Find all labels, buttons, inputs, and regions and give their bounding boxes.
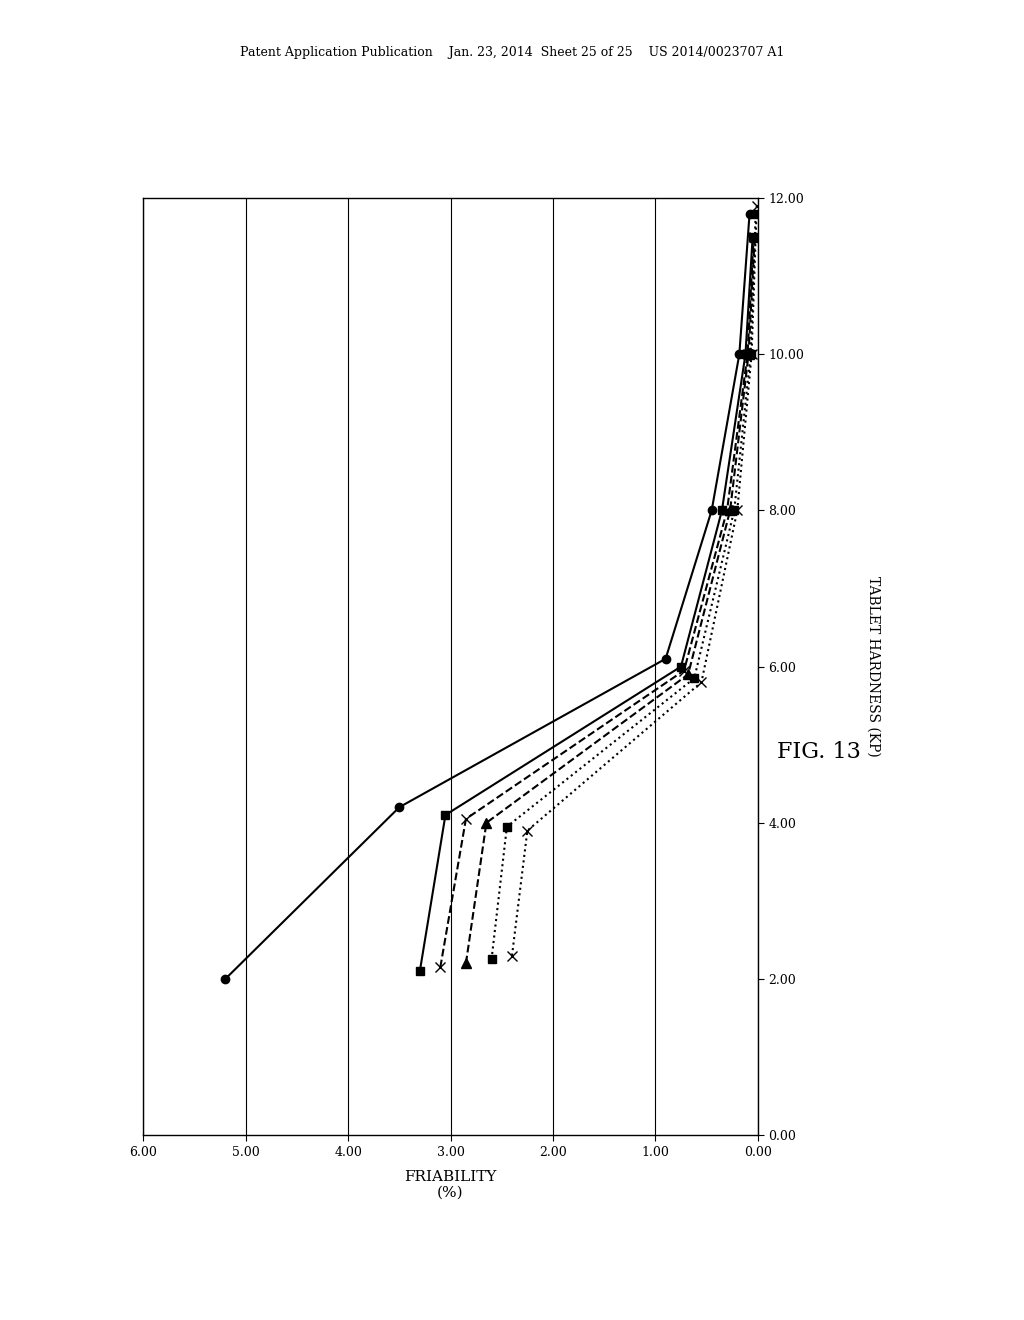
Text: Patent Application Publication    Jan. 23, 2014  Sheet 25 of 25    US 2014/00237: Patent Application Publication Jan. 23, … [240, 46, 784, 59]
X-axis label: FRIABILITY
(%): FRIABILITY (%) [404, 1170, 497, 1200]
Text: FIG. 13: FIG. 13 [777, 742, 861, 763]
Y-axis label: TABLET HARDNESS (KP): TABLET HARDNESS (KP) [866, 577, 881, 756]
